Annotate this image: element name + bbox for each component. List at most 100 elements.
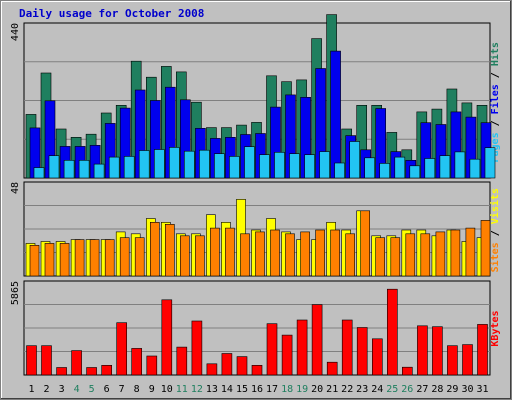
- bar-kbytes-day-18: [281, 334, 293, 376]
- x-tick-label-day-15: 15: [236, 384, 248, 395]
- bar-sites-day-10: [165, 224, 175, 277]
- bar-sites-day-19: [300, 231, 310, 277]
- bar-sites-day-22: [345, 233, 356, 277]
- x-tick-label-day-16: 16: [251, 384, 263, 395]
- x-tick-label-day-18: 18: [281, 384, 293, 395]
- bar-sites-day-21: [330, 229, 340, 277]
- bar-sites-day-6: [104, 239, 115, 277]
- bar-kbytes-day-12: [191, 320, 203, 376]
- bar-pages-day-18: [289, 153, 300, 179]
- bar-kbytes-day-6: [101, 364, 112, 376]
- panel-top-legend: Pages / Files / Hits: [489, 42, 501, 162]
- bar-kbytes-day-13: [206, 363, 218, 376]
- x-tick-label-day-9: 9: [149, 384, 155, 395]
- panel-top-ymax-label: 440: [10, 23, 21, 41]
- x-tick-label-day-28: 28: [431, 384, 443, 395]
- bar-sites-day-20: [315, 229, 325, 277]
- legend-kbytes: KBytes: [490, 310, 501, 346]
- bar-sites-day-16: [255, 231, 265, 277]
- bar-pages-day-20: [319, 151, 330, 179]
- bar-kbytes-day-16: [251, 364, 263, 376]
- bar-pages-day-2: [48, 155, 60, 179]
- panel-top: 440 Pages / Files / Hits: [10, 14, 501, 179]
- legend-sites: Sites: [489, 242, 501, 272]
- bar-sites-day-26: [405, 233, 416, 277]
- panel-bottom-ymax-label: 5865: [10, 281, 21, 305]
- x-tick-label-day-4: 4: [74, 384, 80, 395]
- legend-separator: /: [490, 66, 501, 84]
- legend-pages: Pages: [490, 132, 501, 162]
- x-tick-label-day-20: 20: [311, 384, 323, 395]
- bar-kbytes-day-29: [447, 345, 458, 376]
- x-tick-label-day-19: 19: [296, 384, 308, 395]
- bar-pages-day-26: [409, 165, 421, 179]
- bar-pages-day-22: [349, 141, 361, 179]
- bar-sites-day-1: [29, 245, 40, 277]
- bar-pages-day-9: [154, 149, 165, 179]
- x-tick-label-day-31: 31: [476, 384, 488, 395]
- x-tick-label-day-2: 2: [43, 384, 49, 395]
- bar-kbytes-day-31: [477, 324, 488, 376]
- x-tick-label-day-25: 25: [386, 384, 398, 395]
- bar-kbytes-day-25: [386, 288, 398, 376]
- bar-pages-day-23: [364, 157, 376, 179]
- bar-pages-day-5: [93, 163, 105, 179]
- bar-pages-day-13: [214, 153, 225, 179]
- x-axis-tick-labels: 1 2 3 4 5 6 7 8 9 10 11 12 13 14 15 16 17 18 19 20 21 22 23 24 2…: [28, 384, 488, 395]
- bar-sites-day-7: [119, 237, 130, 277]
- x-tick-label-day-11: 11: [176, 384, 188, 395]
- bar-pages-day-28: [439, 155, 451, 179]
- bar-pages-day-25: [394, 156, 406, 179]
- x-tick-label-day-30: 30: [461, 384, 473, 395]
- bar-sites-day-4: [74, 239, 85, 277]
- x-tick-label-day-22: 22: [341, 384, 353, 395]
- bar-sites-day-15: [240, 233, 250, 277]
- bar-kbytes-day-22: [341, 319, 353, 376]
- series-kbytes: [26, 288, 488, 376]
- bar-kbytes-day-30: [462, 344, 473, 376]
- panel-bottom-legend: KBytes: [490, 310, 501, 346]
- bar-pages-day-8: [138, 150, 150, 179]
- x-tick-label-day-17: 17: [266, 384, 278, 395]
- bar-kbytes-day-20: [311, 304, 323, 376]
- bar-sites-day-31: [480, 220, 491, 277]
- bar-kbytes-day-3: [56, 367, 67, 376]
- x-tick-label-day-5: 5: [89, 384, 95, 395]
- bar-pages-day-27: [424, 158, 436, 179]
- bar-sites-day-23: [360, 210, 371, 277]
- x-tick-label-day-7: 7: [119, 384, 125, 395]
- x-tick-label-day-8: 8: [134, 384, 140, 395]
- x-tick-label-day-10: 10: [161, 384, 173, 395]
- bar-kbytes-day-23: [356, 327, 368, 376]
- x-tick-label-day-1: 1: [28, 384, 34, 395]
- bar-pages-day-16: [259, 154, 270, 179]
- chart-title: Daily usage for October 2008: [19, 7, 204, 20]
- bar-kbytes-day-2: [41, 345, 52, 376]
- bar-pages-day-6: [108, 156, 120, 179]
- bar-pages-day-7: [123, 156, 135, 179]
- bar-kbytes-day-7: [116, 322, 127, 376]
- bar-kbytes-day-24: [371, 338, 383, 376]
- bar-sites-day-2: [44, 243, 55, 277]
- x-tick-label-day-24: 24: [371, 384, 383, 395]
- panel-middle: 48 Sites / Visits: [10, 181, 501, 277]
- legend-hits: Hits: [489, 42, 501, 66]
- panel-bottom: 5865 KBytes: [10, 280, 501, 376]
- bar-pages-day-21: [334, 162, 345, 179]
- bar-kbytes-day-28: [432, 326, 443, 376]
- bar-kbytes-day-19: [296, 319, 308, 376]
- panel-middle-legend: Sites / Visits: [489, 188, 501, 272]
- x-tick-label-day-13: 13: [206, 384, 218, 395]
- bar-sites-day-30: [465, 227, 476, 277]
- bar-sites-day-8: [134, 237, 145, 277]
- x-tick-label-day-29: 29: [446, 384, 458, 395]
- x-tick-label-day-12: 12: [191, 384, 203, 395]
- bar-pages-day-12: [199, 149, 210, 179]
- bar-sites-day-5: [89, 239, 100, 277]
- bar-kbytes-day-15: [236, 356, 248, 376]
- bar-kbytes-day-4: [71, 350, 82, 376]
- bar-sites-day-28: [435, 231, 446, 277]
- bar-pages-day-17: [274, 152, 285, 179]
- bar-sites-day-29: [450, 229, 461, 277]
